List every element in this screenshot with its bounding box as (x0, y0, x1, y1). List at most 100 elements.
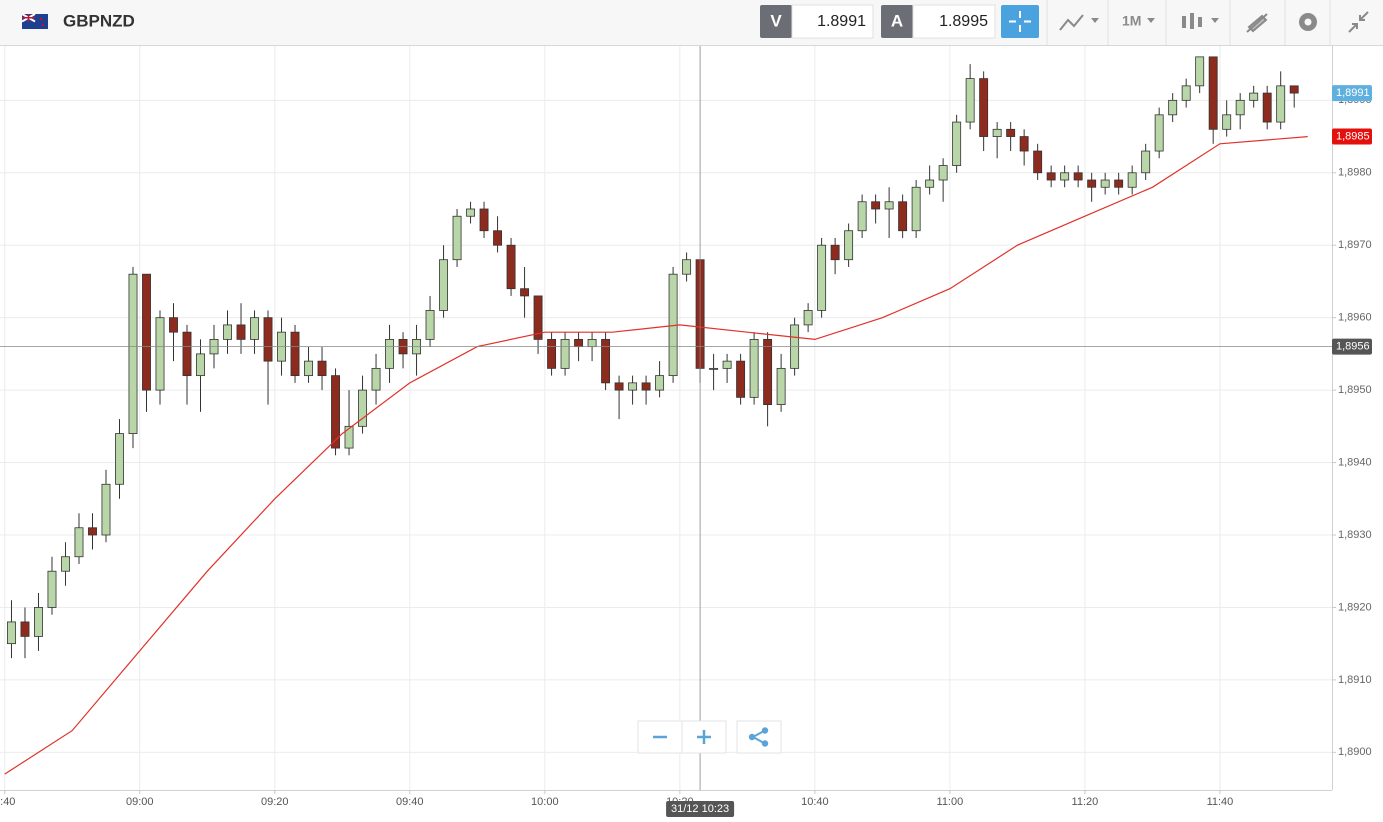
symbol: GBPNZD (63, 11, 135, 30)
share-button[interactable] (736, 720, 782, 754)
y-tick-label: 1,8940 (1338, 456, 1372, 468)
candle-body (169, 317, 178, 333)
sell-price-box[interactable] (791, 4, 874, 39)
candle-body (1141, 150, 1151, 174)
price-marker-bg (1332, 128, 1372, 145)
buy-price-box[interactable] (912, 4, 996, 39)
fullscreen-button[interactable] (1348, 11, 1369, 33)
y-tick-label: 1,8910 (1338, 674, 1372, 686)
candle-body (871, 201, 881, 210)
candle-body (1046, 172, 1056, 181)
draw-button[interactable] (1246, 13, 1268, 33)
timeframe-caret (1147, 18, 1155, 23)
candle-body (641, 382, 651, 391)
candle-body (385, 338, 394, 369)
candle-body (1195, 56, 1205, 87)
candle-body (290, 331, 300, 377)
candle-body (911, 186, 921, 232)
candle-body (1262, 92, 1272, 123)
chart-type-button[interactable] (1182, 13, 1219, 29)
candle-body (898, 201, 908, 232)
candle-body (614, 382, 624, 391)
x-tick-label: 10:40 (801, 796, 829, 808)
candle-body (682, 259, 692, 275)
candle-body (1249, 92, 1259, 101)
zoom-out-button[interactable] (637, 720, 683, 754)
x-tick-label: 11:00 (937, 796, 964, 808)
x-tick-label: 09:40 (396, 796, 424, 808)
crosshair-button[interactable] (1001, 5, 1039, 38)
plot-area (0, 46, 1332, 790)
candle-body (574, 338, 584, 348)
x-tick-label: 8:40 (0, 796, 15, 808)
candle-body (628, 382, 638, 391)
y-tick-label: 1,8980 (1338, 167, 1372, 179)
candle-body (452, 215, 462, 261)
candle-body (992, 128, 1002, 137)
candle-body (1235, 99, 1245, 116)
candle-body (830, 244, 840, 261)
candle-body (101, 483, 111, 536)
indicator-button[interactable] (1059, 14, 1099, 31)
crosshair-y-label-bg (1332, 338, 1372, 355)
candle-body (925, 179, 935, 188)
candle-body (7, 621, 16, 645)
candle-body (1168, 99, 1178, 116)
grid (0, 46, 1332, 790)
zoom-in-button[interactable] (681, 720, 727, 754)
candle-body (196, 353, 205, 377)
moving-average-line (4, 136, 1308, 775)
candle-body (263, 317, 273, 362)
x-tick-label: 09:20 (261, 796, 289, 808)
candle-body (304, 360, 313, 377)
candle-body (533, 295, 543, 340)
y-tick-label: 1,8970 (1338, 239, 1372, 251)
buy-button[interactable] (881, 5, 913, 38)
toolbar (0, 0, 1383, 45)
candle-body (776, 367, 786, 405)
candle-body (1060, 172, 1070, 181)
candle-body (479, 208, 489, 232)
settings-button[interactable] (1299, 13, 1317, 31)
candle-body (520, 288, 530, 297)
candle-body (1114, 179, 1124, 188)
candle-body (803, 310, 813, 326)
price-marker-label: 1,8991 (1336, 87, 1370, 99)
candle-body (74, 527, 84, 558)
x-tick-label: 09:00 (126, 796, 154, 808)
candle-body (709, 367, 719, 370)
sell-price: 1.8991 (817, 13, 866, 30)
buy-price: 1.8995 (939, 13, 988, 30)
candle-body (1006, 128, 1016, 137)
candle-body (1087, 179, 1097, 188)
candle-body (128, 273, 138, 434)
crosshair-y-label: 1,8956 (1336, 341, 1370, 353)
price-marker-bg (1332, 85, 1372, 102)
x-tick-label: 11:20 (1072, 796, 1099, 808)
candle-body (1019, 136, 1029, 152)
candle-body (1154, 114, 1164, 152)
timeframe[interactable]: 1M (1122, 13, 1141, 29)
candle-body (1127, 172, 1137, 188)
sell-label: V (770, 11, 782, 30)
candle-body (763, 338, 773, 405)
candle-body (547, 338, 557, 369)
candle-body (155, 317, 165, 391)
x-tick-label: 10:00 (531, 796, 559, 808)
crosshair-x-label-bg (666, 801, 735, 817)
candle-body (223, 324, 232, 340)
candle-body (20, 621, 30, 637)
crosshair-x-label: 31/12 10:23 (671, 803, 729, 815)
candle-body (344, 425, 354, 449)
candle-body (439, 259, 449, 311)
candle-body (182, 331, 192, 377)
sell-button[interactable] (760, 5, 792, 38)
candle-body (236, 324, 246, 340)
candle-body (34, 607, 43, 637)
buy-label: A (891, 11, 903, 30)
flag-icon (21, 13, 48, 29)
candle-body (371, 367, 381, 391)
y-tick-label: 1,8930 (1338, 529, 1372, 541)
candle-body (749, 338, 759, 398)
